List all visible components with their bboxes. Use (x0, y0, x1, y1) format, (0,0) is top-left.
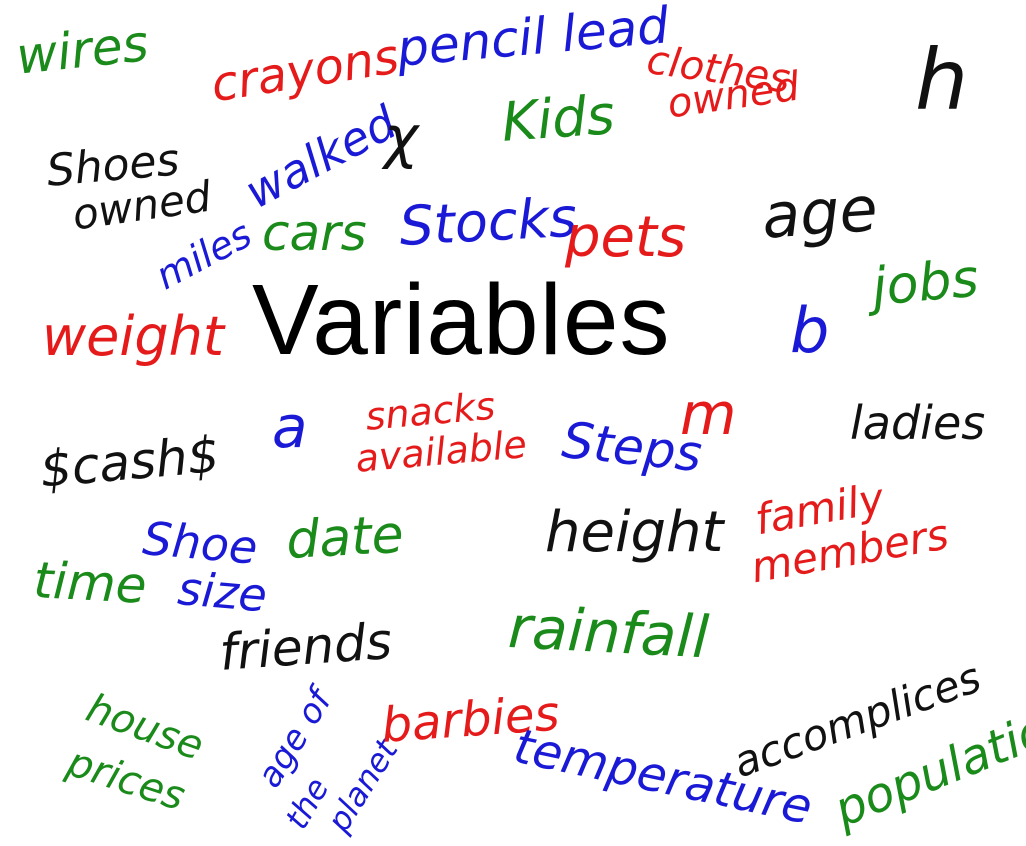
word-rainfall: rainfall (506, 593, 711, 672)
word-walked: walked (236, 95, 406, 220)
word-cars: cars (262, 204, 367, 262)
word-ladies: ladies (850, 396, 986, 450)
word-age-of: age of (249, 682, 341, 795)
word-a: a (272, 393, 308, 461)
word-b: b (790, 294, 830, 367)
word-pets: pets (565, 205, 687, 270)
word-date: date (284, 504, 406, 571)
word-h: h (915, 31, 969, 129)
word-pencil-lead: pencil lead (394, 0, 672, 78)
word-cash: $cash$ (37, 425, 222, 499)
word-m: m (680, 380, 737, 448)
word-height: height (545, 500, 724, 565)
word-jobs: jobs (869, 248, 981, 318)
word-age: age (759, 171, 880, 253)
word-wires: wires (13, 14, 152, 86)
word-x: χ (384, 103, 419, 171)
word-time: time (32, 551, 149, 615)
word-size: size (175, 561, 270, 623)
word-weight: weight (42, 305, 225, 368)
word-kids: Kids (499, 83, 617, 154)
page-title: Variables (252, 264, 671, 376)
word-friends: friends (217, 611, 394, 682)
word-stocks: Stocks (397, 185, 579, 258)
